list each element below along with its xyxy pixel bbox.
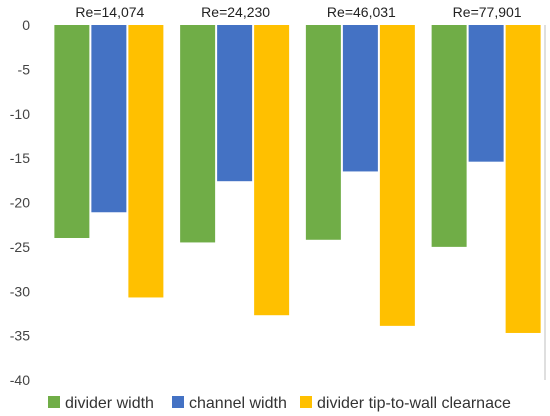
category-label: Re=77,901: [453, 4, 522, 20]
legend-label: divider tip-to-wall clearnace: [317, 395, 511, 412]
y-tick-label: -5: [18, 61, 31, 77]
legend: divider width channel width divider tip-to…: [48, 395, 511, 412]
y-tick-label: 0: [22, 17, 30, 33]
legend-swatch: [300, 396, 312, 408]
y-tick-label: -40: [10, 372, 30, 388]
y-tick-label: -30: [10, 283, 30, 299]
legend-label: channel width: [189, 395, 287, 412]
category-label: Re=24,230: [201, 4, 270, 20]
bar: [217, 25, 253, 182]
bar: [468, 25, 504, 162]
bar: [431, 25, 467, 247]
y-tick-label: -15: [10, 150, 30, 166]
y-tick-label: -20: [10, 195, 30, 211]
y-tick-label: -10: [10, 106, 30, 122]
y-axis-ticks: 0 -5 -10 -15 -20 -25 -30 -35 -40: [10, 17, 30, 388]
bar: [379, 25, 415, 326]
bar: [180, 25, 216, 243]
bars: [54, 25, 541, 333]
bar: [305, 25, 341, 240]
legend-swatch: [48, 396, 60, 408]
bar: [91, 25, 127, 213]
category-label: Re=46,031: [327, 4, 396, 20]
y-tick-label: -25: [10, 239, 30, 255]
bar: [342, 25, 378, 172]
legend-swatch: [172, 396, 184, 408]
category-label: Re=14,074: [75, 4, 144, 20]
bar: [128, 25, 164, 298]
legend-label: divider width: [65, 395, 154, 412]
category-labels: Re=14,074 Re=24,230 Re=46,031 Re=77,901: [75, 4, 521, 20]
bar: [505, 25, 541, 333]
y-tick-label: -35: [10, 328, 30, 344]
bar: [54, 25, 90, 238]
bar: [254, 25, 290, 316]
